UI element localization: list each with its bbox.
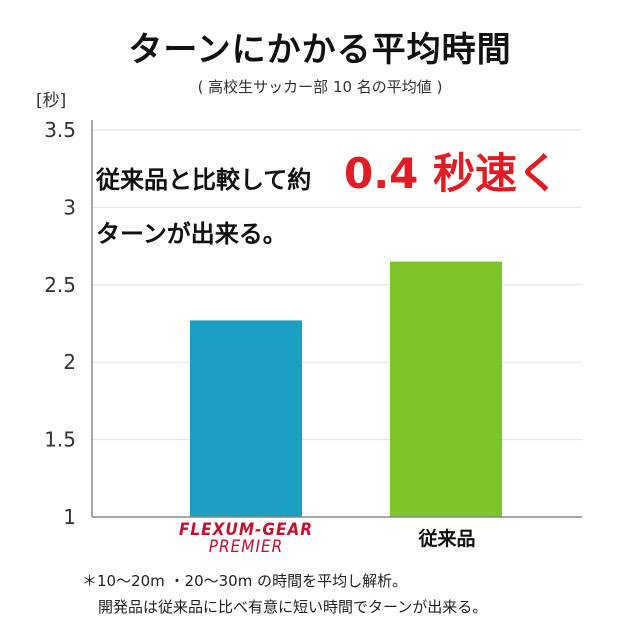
callout-highlight: 0.4 秒速く — [344, 149, 560, 198]
y-tick-layer: 3.5 3 2.5 2 1.5 1 — [44, 118, 76, 529]
y-tick-label: 1.5 — [44, 428, 76, 452]
category-label-flexum-line1: FLEXUM-GEAR — [178, 520, 314, 540]
y-axis-unit-label: [秒] — [36, 91, 67, 111]
category-label-flexum-line2: PREMIER — [208, 537, 284, 557]
y-tick-label: 2 — [63, 350, 76, 374]
bar-conventional — [390, 261, 502, 517]
footnote-line-1: ＊10〜20m ・20〜30m の時間を平均し解析。 — [82, 572, 408, 590]
chart-subtitle: ( 高校生サッカー部 10 名の平均値 ) — [197, 78, 443, 96]
category-label-conventional: 従来品 — [418, 528, 476, 550]
y-tick-label: 3 — [63, 195, 76, 219]
callout-line-2: ターンが出来る。 — [96, 220, 287, 248]
bar-flexum-gear-premier — [190, 320, 302, 517]
callout-line-1: 従来品と比較して約 — [96, 166, 312, 194]
y-tick-label: 3.5 — [44, 118, 76, 142]
bar-layer — [190, 261, 502, 517]
y-tick-label: 2.5 — [44, 273, 76, 297]
footnote-line-2: 開発品は従来品に比べ有意に短い時間でターンが出来る。 — [98, 598, 488, 616]
category-label-flexum: FLEXUM-GEAR PREMIER — [178, 522, 314, 556]
y-tick-label: 1 — [63, 505, 76, 529]
chart-title: ターンにかかる平均時間 — [128, 30, 512, 70]
